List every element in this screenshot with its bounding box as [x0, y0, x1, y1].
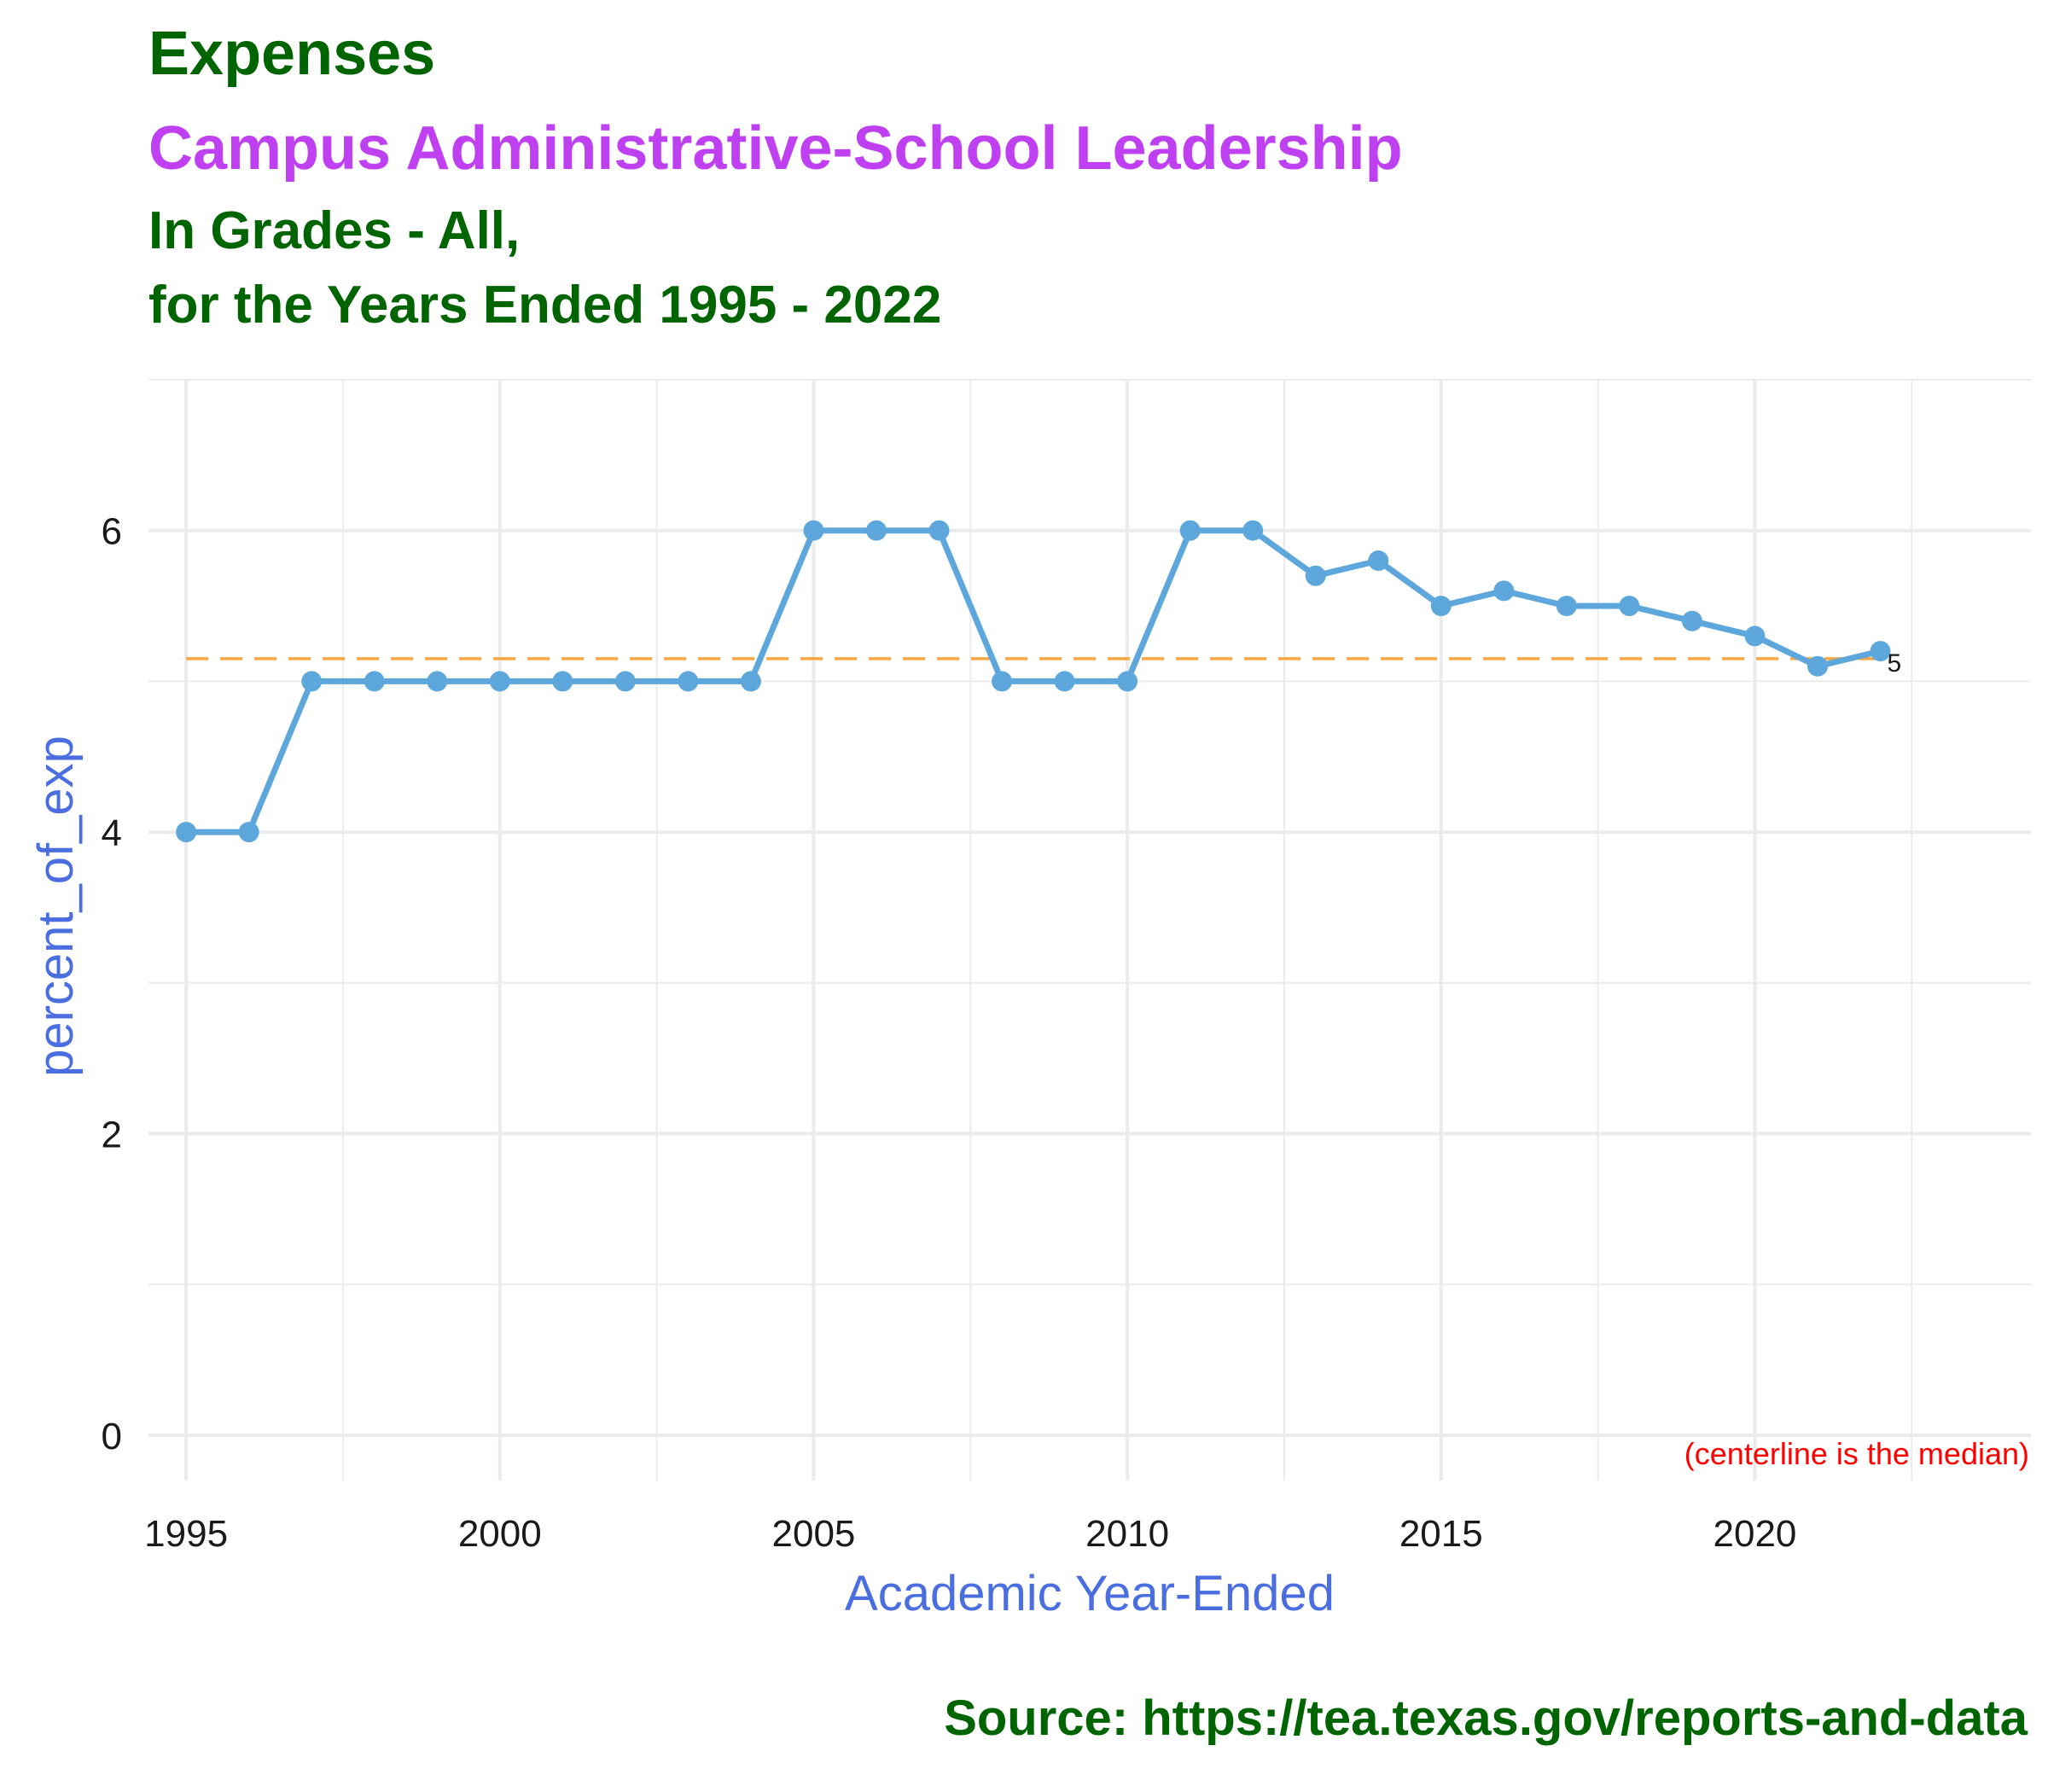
y-tick-label: 0: [102, 1416, 122, 1457]
data-point: [1117, 671, 1138, 692]
data-point: [928, 520, 950, 541]
grid-major: [148, 380, 2031, 1481]
data-point: [1807, 655, 1828, 677]
y-tick-label: 4: [102, 812, 122, 854]
label-layer: 5 (centerline is the median): [1684, 649, 2029, 1471]
data-point: [1430, 596, 1452, 617]
x-tick-label: 2020: [1713, 1513, 1797, 1555]
data-point: [1179, 520, 1201, 541]
data-point: [1054, 671, 1075, 692]
data-point: [1681, 610, 1702, 631]
series-line: [183, 527, 1883, 835]
data-point: [803, 520, 824, 541]
data-point: [992, 671, 1013, 692]
chart-subtitle-years: for the Years Ended 1995 - 2022: [148, 276, 942, 335]
x-tick-label: 2000: [458, 1513, 542, 1555]
y-tick-label: 2: [102, 1114, 122, 1156]
data-point: [1242, 520, 1264, 541]
grid-minor: [148, 379, 2031, 1481]
x-tick-label: 1995: [144, 1513, 228, 1555]
source-caption: Source: https://tea.texas.gov/reports-an…: [944, 1690, 2028, 1746]
x-tick-label: 2015: [1399, 1513, 1483, 1555]
data-point: [1305, 565, 1326, 586]
y-tick-label: 6: [102, 511, 122, 553]
data-point: [678, 671, 699, 692]
data-point: [1368, 550, 1389, 572]
data-point: [489, 671, 510, 692]
y-axis-title: percent_of_exp: [28, 736, 84, 1077]
data-point: [1493, 580, 1515, 602]
x-tick-label: 2005: [772, 1513, 856, 1555]
data-point: [427, 671, 448, 692]
data-point: [238, 822, 259, 843]
data-point: [865, 520, 887, 541]
data-point: [614, 671, 636, 692]
chart-subtitle-main: Campus Administrative-School Leadership: [148, 114, 1403, 183]
x-tick-label: 2010: [1085, 1513, 1169, 1555]
x-axis-title: Academic Year-Ended: [845, 1566, 1335, 1621]
data-point: [1556, 596, 1577, 617]
data-point: [1619, 596, 1640, 617]
end-value-label: 5: [1888, 649, 1902, 678]
series-layer: [176, 520, 1891, 843]
data-point: [1744, 625, 1766, 647]
axis-layer: 1995 2000 2005 2010 2015 2020 0 2 4 6: [102, 511, 1797, 1555]
data-point: [301, 671, 323, 692]
data-point: [364, 671, 385, 692]
data-point: [1870, 641, 1891, 662]
chart-subtitle-grades: In Grades - All,: [148, 201, 521, 260]
data-point: [176, 822, 197, 843]
data-point: [740, 671, 761, 692]
data-point: [552, 671, 573, 692]
median-note: (centerline is the median): [1684, 1436, 2029, 1471]
chart-title: Expenses: [148, 20, 436, 88]
